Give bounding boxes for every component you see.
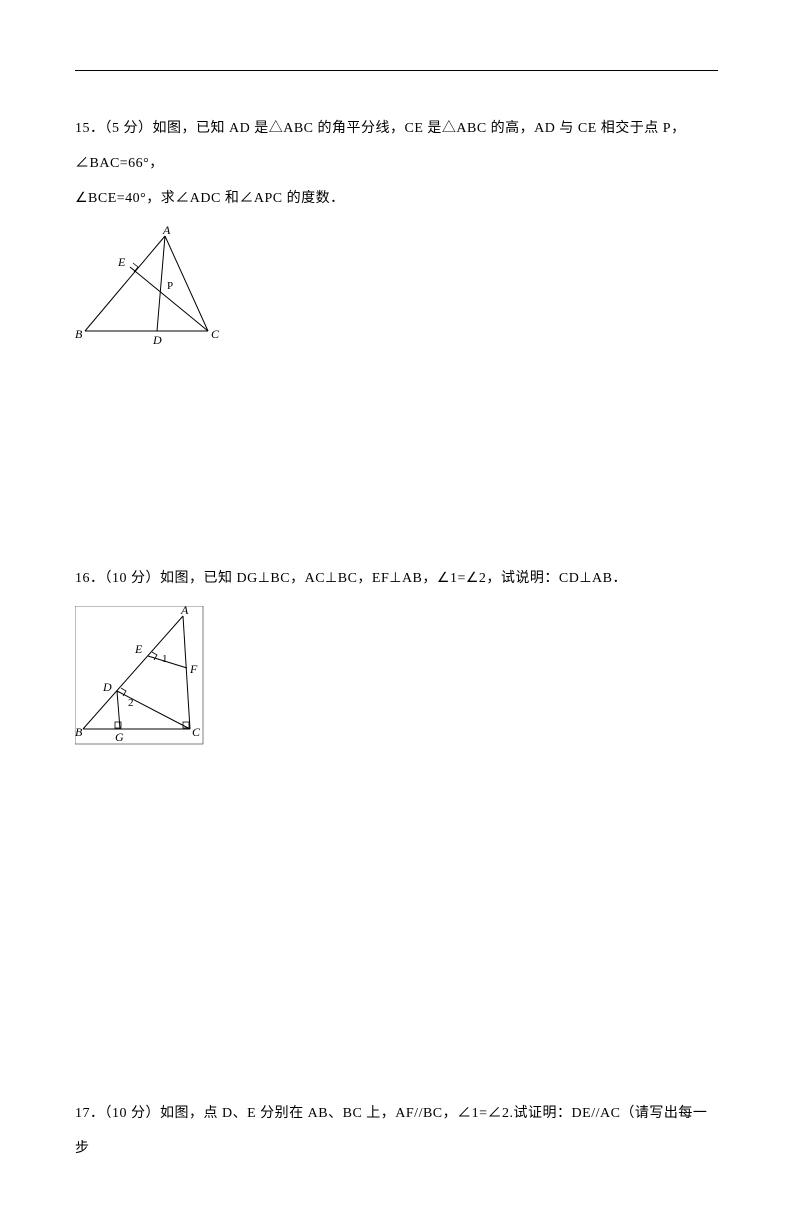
label-P: P [167,280,173,292]
label-E-16: E [134,642,143,656]
spacer-1 [75,361,718,561]
top-rule [75,70,718,71]
label-C-16: C [192,725,201,739]
problem-15-figure: A B C D E P [75,226,718,356]
label-B: B [75,327,83,341]
problem-16: 16．（10 分）如图，已知 DG⊥BC，AC⊥BC，EF⊥AB，∠1=∠2，试… [75,561,718,751]
problem-15: 15．（5 分）如图，已知 AD 是△ABC 的角平分线，CE 是△ABC 的高… [75,111,718,356]
label-B-16: B [75,725,83,739]
problem-15-line1: 15．（5 分）如图，已知 AD 是△ABC 的角平分线，CE 是△ABC 的高… [75,111,718,181]
label-D: D [152,333,162,347]
problem-16-figure: A B C D E F G 1 2 [75,606,718,751]
label-D-16: D [102,680,112,694]
triangle-15-svg: A B C D E P [75,226,225,351]
problem-17: 17．（10 分）如图，点 D、E 分别在 AB、BC 上，AF//BC，∠1=… [75,1096,718,1166]
label-F-16: F [189,662,198,676]
problem-16-line1: 16．（10 分）如图，已知 DG⊥BC，AC⊥BC，EF⊥AB，∠1=∠2，试… [75,561,718,596]
problem-15-line2: ∠BCE=40°，求∠ADC 和∠APC 的度数． [75,181,718,216]
label-C: C [211,327,220,341]
label-1-16: 1 [162,653,168,665]
label-G-16: G [115,730,124,744]
spacer-2 [75,756,718,1096]
label-E: E [117,255,126,269]
problem-17-line1: 17．（10 分）如图，点 D、E 分别在 AB、BC 上，AF//BC，∠1=… [75,1096,718,1166]
triangle-16-svg: A B C D E F G 1 2 [75,606,210,746]
label-2-16: 2 [128,697,134,709]
label-A-16: A [180,606,189,617]
page-container: 15．（5 分）如图，已知 AD 是△ABC 的角平分线，CE 是△ABC 的高… [0,0,793,1216]
label-A: A [162,226,171,237]
